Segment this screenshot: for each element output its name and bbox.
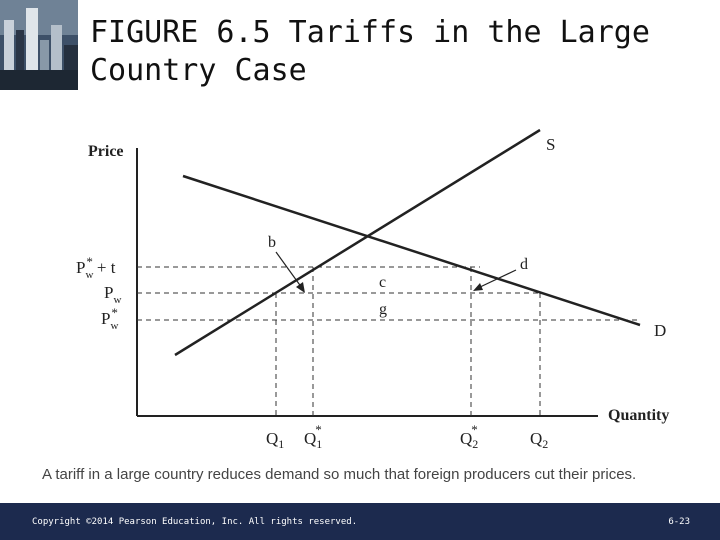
demand-curve (182, 174, 641, 327)
quantity-label-q2-star: Q2* (460, 422, 478, 451)
price-label-pw: Pw (104, 283, 121, 306)
price-label-pw-star-plus-t: Pw* + t (76, 254, 116, 281)
x-axis-label: Quantity (608, 407, 669, 424)
quantity-label-q1-star: Q1* (304, 422, 322, 451)
copyright-text: Copyright ©2014 Pearson Education, Inc. … (32, 517, 358, 527)
point-label-b: b (268, 234, 276, 251)
arrow-d (473, 269, 517, 291)
slide-number: 6-23 (668, 517, 690, 527)
title-line-2: Country Case (90, 53, 307, 88)
slide-footer: Copyright ©2014 Pearson Education, Inc. … (0, 503, 720, 540)
slide-title: FIGURE 6.5 Tariffs in the Large Country … (90, 14, 710, 90)
point-label-d: d (520, 256, 528, 273)
arrow-b (275, 251, 305, 293)
supply-curve-label: S (546, 135, 555, 154)
y-axis-label: Price (88, 143, 124, 160)
title-line-1: FIGURE 6.5 Tariffs in the Large (90, 15, 650, 50)
demand-curve-label: D (654, 321, 666, 340)
point-label-g: g (379, 301, 387, 318)
corner-skyline-image (0, 0, 78, 90)
tariff-diagram: Price Quantity S D b c d g Pw* + t Pw Pw*… (76, 128, 669, 451)
quantity-label-q1: Q1 (266, 429, 284, 451)
supply-curve (174, 128, 541, 357)
point-label-c: c (379, 274, 386, 291)
quantity-label-q2: Q2 (530, 429, 548, 451)
price-label-pw-star: Pw* (101, 305, 118, 332)
figure-caption: A tariff in a large country reduces dema… (42, 466, 637, 483)
